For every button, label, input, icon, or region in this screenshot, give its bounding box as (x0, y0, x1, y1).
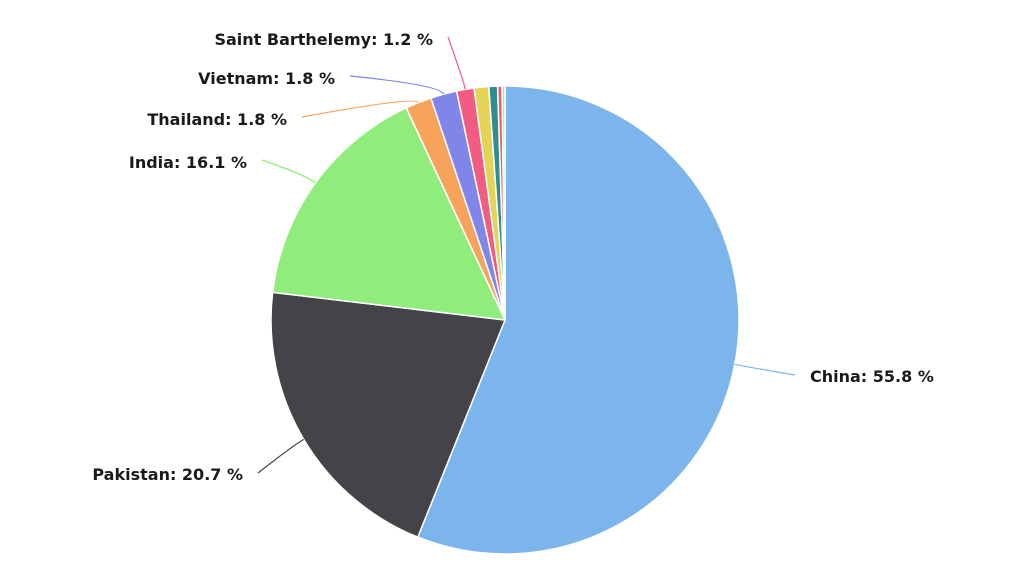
labels-layer: China: 55.8 % Pakistan: 20.7 % India: 16.1… (92, 30, 933, 484)
data-label-pakistan: Pakistan: 20.7 % (92, 465, 243, 484)
connector-vietnam (349, 75, 445, 95)
data-label-saint-barthelemy: Saint Barthelemy: 1.2 % (214, 30, 433, 49)
connector-saint-barthelemy (447, 36, 466, 90)
data-label-thailand: Thailand: 1.8 % (147, 110, 287, 129)
pie-slice-pakistan[interactable] (270, 291, 507, 539)
pie-slice-india[interactable] (271, 106, 507, 321)
data-label-vietnam: Vietnam: 1.8 % (198, 69, 335, 88)
pie-slice-minor-9[interactable] (501, 85, 506, 321)
connector-india (261, 159, 316, 184)
connector-thailand (301, 100, 420, 118)
connectors-layer (257, 36, 796, 474)
data-label-china: China: 55.8 % (810, 367, 934, 386)
connector-pakistan (257, 438, 305, 474)
data-label-india: India: 16.1 % (129, 153, 247, 172)
slices-layer (270, 85, 740, 555)
connector-china (734, 363, 796, 376)
pie-slice-china[interactable] (416, 85, 740, 555)
